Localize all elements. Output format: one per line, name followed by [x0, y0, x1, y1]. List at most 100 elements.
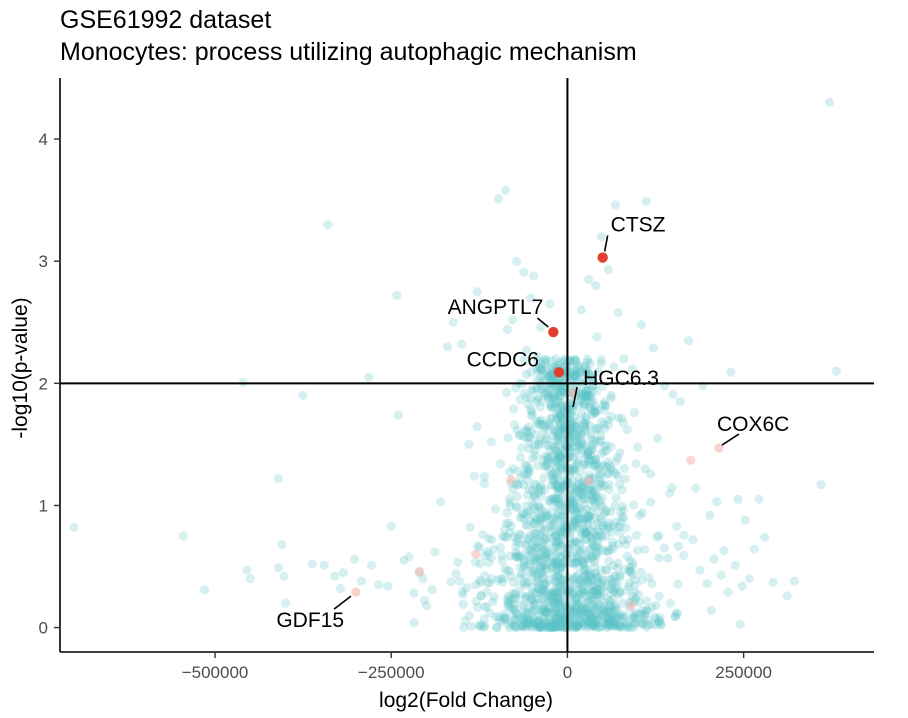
- background-point: [524, 591, 535, 601]
- background-point: [529, 535, 539, 545]
- background-point: [609, 587, 620, 597]
- background-point: [524, 463, 535, 473]
- background-point: [578, 588, 588, 598]
- gene-label: CTSZ: [611, 214, 666, 237]
- background-point: [564, 443, 574, 453]
- background-point: [596, 589, 606, 599]
- background-point: [571, 601, 581, 612]
- background-point: [557, 458, 568, 468]
- background-point: [533, 488, 544, 498]
- background-point: [541, 622, 551, 633]
- background-point: [603, 468, 613, 478]
- background-point: [624, 566, 634, 576]
- background-point: [601, 446, 612, 456]
- background-point: [546, 532, 557, 543]
- background-point: [575, 503, 586, 513]
- background-point: [621, 585, 632, 595]
- background-point: [600, 423, 610, 433]
- background-point: [632, 608, 642, 618]
- background-point: [600, 612, 610, 622]
- background-point: [522, 427, 532, 437]
- background-point: [641, 196, 652, 206]
- background-point: [530, 512, 540, 522]
- background-point: [590, 596, 600, 606]
- background-point: [484, 578, 494, 588]
- background-point: [592, 590, 603, 600]
- background-point: [553, 571, 563, 582]
- background-point: [531, 617, 541, 627]
- background-point: [570, 573, 580, 583]
- background-point: [568, 522, 579, 532]
- background-point: [592, 423, 602, 433]
- background-point: [553, 558, 563, 569]
- background-point: [489, 544, 499, 554]
- background-point: [558, 415, 568, 425]
- background-point: [476, 590, 486, 601]
- background-point: [421, 601, 432, 611]
- background-point: [566, 495, 577, 505]
- background-point: [546, 371, 557, 381]
- background-point: [586, 620, 597, 631]
- background-point: [542, 607, 553, 618]
- background-point: [536, 491, 547, 501]
- background-point: [521, 592, 531, 602]
- background-point: [588, 553, 598, 563]
- background-point: [515, 452, 526, 462]
- background-point: [458, 599, 468, 610]
- background-point: [490, 504, 501, 514]
- background-point: [614, 589, 624, 600]
- background-point: [588, 485, 598, 495]
- background-point: [566, 424, 576, 435]
- background-point: [516, 473, 526, 483]
- background-point: [556, 605, 566, 615]
- background-point: [598, 545, 608, 555]
- background-point: [601, 546, 611, 556]
- background-point: [589, 582, 600, 592]
- background-point: [524, 432, 534, 442]
- background-point: [740, 515, 750, 525]
- background-point: [637, 575, 647, 585]
- background-point: [654, 617, 664, 627]
- background-point: [587, 455, 597, 465]
- background-point: [585, 511, 595, 521]
- background-point: [563, 491, 574, 501]
- background-point: [570, 536, 580, 547]
- background-point: [521, 607, 531, 618]
- background-point: [530, 519, 540, 529]
- background-point: [670, 612, 680, 622]
- background-point: [583, 447, 593, 457]
- background-point: [622, 620, 632, 630]
- background-point: [551, 588, 561, 599]
- background-point: [508, 577, 518, 587]
- background-point: [577, 439, 588, 449]
- background-point: [603, 594, 613, 605]
- background-point: [576, 396, 587, 406]
- background-point: [604, 619, 614, 629]
- background-point: [553, 570, 563, 580]
- background-point: [602, 524, 612, 534]
- background-point: [483, 578, 493, 589]
- background-point: [508, 404, 519, 414]
- background-point: [531, 555, 541, 565]
- background-point: [536, 623, 546, 633]
- background-point: [519, 555, 529, 565]
- background-point: [519, 432, 529, 442]
- background-point: [515, 431, 525, 441]
- background-point: [499, 574, 509, 584]
- background-point: [582, 354, 592, 364]
- background-point: [577, 367, 587, 377]
- background-point: [535, 402, 546, 412]
- background-point: [620, 565, 630, 575]
- background-point: [520, 618, 530, 628]
- background-point: [566, 605, 576, 615]
- background-point: [586, 450, 596, 460]
- background-point: [572, 364, 582, 374]
- background-point: [523, 618, 533, 628]
- background-point: [575, 575, 585, 585]
- background-point: [554, 530, 565, 540]
- background-point: [630, 575, 640, 585]
- background-point: [472, 422, 482, 432]
- background-point: [536, 365, 547, 375]
- faded-highlight-point: [584, 476, 594, 486]
